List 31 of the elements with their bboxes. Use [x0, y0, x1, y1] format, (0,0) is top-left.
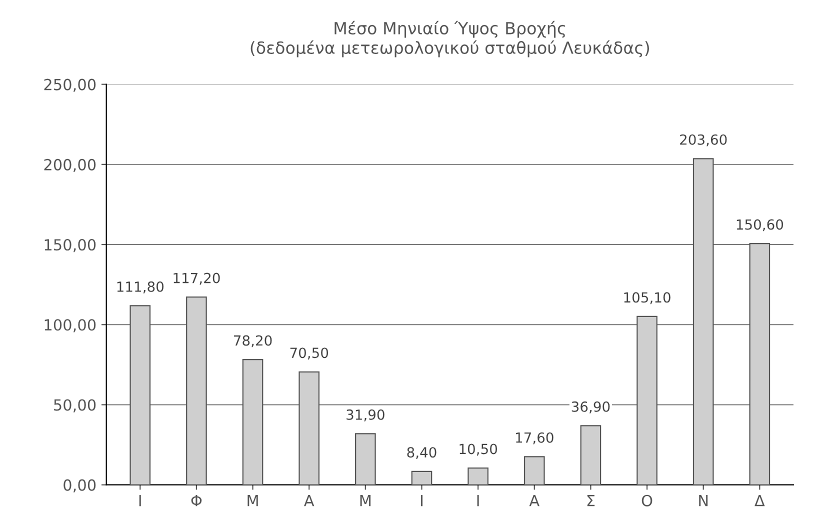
- data-label: 105,10: [624, 292, 670, 304]
- y-tick-label: 250,00: [44, 78, 96, 92]
- x-tick-label: Σ: [587, 495, 595, 506]
- y-tick-label: 200,00: [44, 158, 96, 172]
- x-tick-label: Ι: [139, 495, 141, 506]
- x-tick-label: Μ: [360, 495, 371, 506]
- x-tick-label: Ο: [642, 494, 652, 506]
- data-label: 78,20: [234, 335, 272, 348]
- data-label: 150,60: [736, 219, 784, 232]
- data-label: 70,50: [290, 348, 328, 360]
- x-tick-label: Α: [304, 495, 314, 506]
- data-label: 203,60: [680, 134, 727, 146]
- data-label: 17,60: [516, 432, 554, 444]
- data-label: 8,40: [407, 447, 436, 459]
- data-label: 117,20: [174, 272, 220, 285]
- x-tick-label: Ι: [477, 495, 479, 506]
- x-tick-label: Φ: [191, 495, 202, 506]
- x-tick-label: Μ: [248, 495, 258, 506]
- data-label: 111,80: [117, 281, 164, 294]
- x-tick-label: Δ: [754, 495, 765, 506]
- chart-title: Μέσο Μηνιαίο Ύψος Βροχής (δεδομένα μετεωρολογικού σταθμού Λευκάδας): [250, 20, 649, 58]
- data-label: 36,90: [572, 401, 610, 414]
- y-tick-label: 100,00: [44, 319, 96, 332]
- x-tick-label: Ν: [699, 495, 708, 506]
- y-tick-label: 50,00: [54, 399, 96, 412]
- data-label: 31,90: [346, 409, 384, 422]
- x-tick-label: Ι: [420, 495, 422, 506]
- y-tick-label: 150,00: [44, 238, 96, 252]
- x-tick-label: Α: [529, 495, 540, 506]
- y-tick-label: 0,00: [64, 479, 96, 492]
- data-label: 10,50: [460, 444, 498, 456]
